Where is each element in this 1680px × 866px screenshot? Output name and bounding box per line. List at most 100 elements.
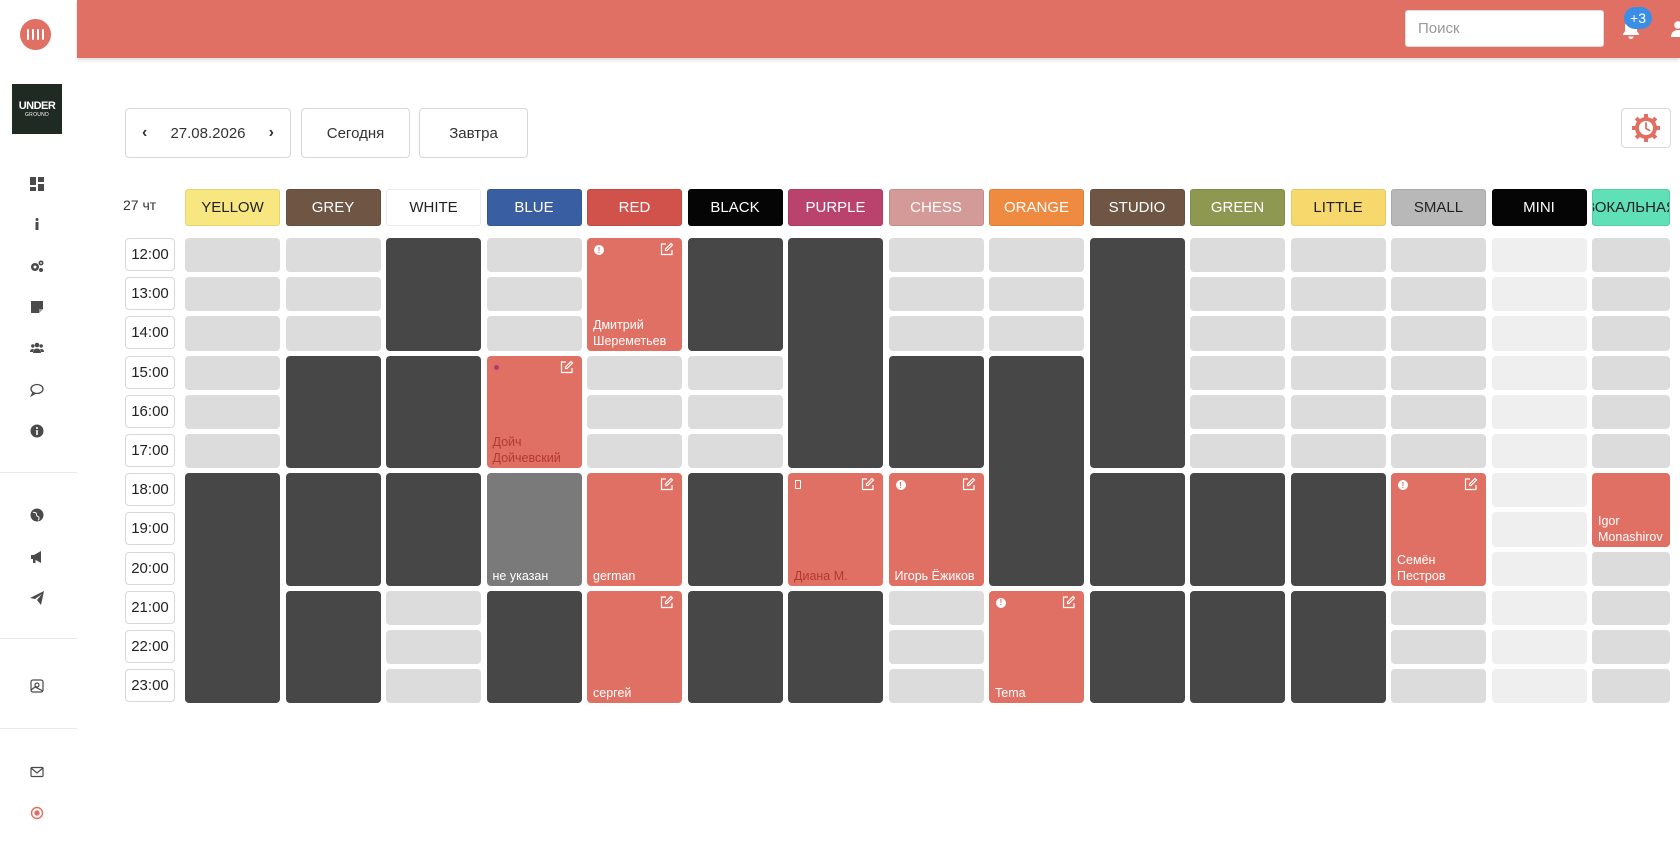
free-slot[interactable]: [1592, 551, 1670, 586]
prev-day-button[interactable]: ‹: [142, 124, 148, 141]
free-slot[interactable]: [185, 394, 280, 429]
room-header[interactable]: WHITE: [386, 189, 481, 226]
free-slot[interactable]: [1391, 394, 1486, 429]
free-slot[interactable]: [1491, 551, 1587, 586]
free-slot[interactable]: [1491, 434, 1587, 469]
edit-icon[interactable]: [861, 477, 875, 491]
free-slot[interactable]: [888, 238, 984, 273]
free-slot[interactable]: [1391, 277, 1486, 312]
free-slot[interactable]: [1491, 277, 1587, 312]
free-slot[interactable]: [486, 316, 582, 351]
notifications-badge[interactable]: +3: [1624, 7, 1652, 29]
free-slot[interactable]: [1491, 316, 1587, 351]
edit-icon[interactable]: [660, 242, 674, 256]
free-slot[interactable]: [888, 630, 984, 665]
room-header[interactable]: LITTLE: [1290, 189, 1386, 226]
edit-icon[interactable]: [660, 477, 674, 491]
free-slot[interactable]: [285, 277, 381, 312]
free-slot[interactable]: [1290, 434, 1386, 469]
room-header[interactable]: GREY: [285, 189, 381, 226]
free-slot[interactable]: [1391, 669, 1486, 704]
tomorrow-button[interactable]: Завтра: [419, 108, 528, 158]
free-slot[interactable]: [1592, 355, 1670, 390]
chat-icon[interactable]: [27, 380, 47, 400]
booking-card[interactable]: Диана М.: [788, 473, 883, 586]
free-slot[interactable]: [486, 277, 582, 312]
room-header[interactable]: YELLOW: [185, 189, 280, 226]
users-icon[interactable]: [27, 338, 47, 358]
free-slot[interactable]: [1592, 434, 1670, 469]
room-header[interactable]: MINI: [1491, 189, 1587, 226]
free-slot[interactable]: [687, 355, 783, 390]
free-slot[interactable]: [687, 434, 783, 469]
free-slot[interactable]: [1491, 630, 1587, 665]
free-slot[interactable]: [1592, 630, 1670, 665]
free-slot[interactable]: [687, 394, 783, 429]
free-slot[interactable]: [1592, 394, 1670, 429]
free-slot[interactable]: [1491, 590, 1587, 625]
edit-icon[interactable]: [1062, 595, 1076, 609]
free-slot[interactable]: [1391, 316, 1486, 351]
room-header[interactable]: STUDIO: [1089, 189, 1185, 226]
room-header[interactable]: ORANGE: [989, 189, 1084, 226]
free-slot[interactable]: [1290, 277, 1386, 312]
current-date[interactable]: 27.08.2026: [170, 124, 246, 142]
booking-card[interactable]: не указан: [486, 473, 582, 586]
paper-plane-icon[interactable]: [27, 588, 47, 608]
user-menu[interactable]: 4studio: [1671, 17, 1680, 41]
free-slot[interactable]: [1391, 355, 1486, 390]
room-header[interactable]: SMALL: [1391, 189, 1486, 226]
free-slot[interactable]: [185, 355, 280, 390]
megaphone-icon[interactable]: [27, 547, 47, 567]
free-slot[interactable]: [587, 394, 682, 429]
free-slot[interactable]: [1592, 590, 1670, 625]
room-header[interactable]: BLUE: [486, 189, 582, 226]
search-input[interactable]: [1405, 10, 1604, 47]
room-header[interactable]: RED: [587, 189, 682, 226]
free-slot[interactable]: [1391, 238, 1486, 273]
room-header[interactable]: CHESS: [888, 189, 984, 226]
free-slot[interactable]: [386, 590, 481, 625]
free-slot[interactable]: [386, 669, 481, 704]
free-slot[interactable]: [1491, 473, 1587, 508]
today-button[interactable]: Сегодня: [301, 108, 410, 158]
free-slot[interactable]: [888, 277, 984, 312]
free-slot[interactable]: [1491, 394, 1587, 429]
free-slot[interactable]: [1391, 590, 1486, 625]
gears-icon[interactable]: [27, 256, 47, 276]
mail-icon[interactable]: [27, 762, 47, 782]
booking-card[interactable]: Дойч Дойчевский: [486, 355, 582, 469]
edit-icon[interactable]: [660, 595, 674, 609]
info-icon[interactable]: [27, 214, 47, 234]
image-icon[interactable]: [27, 676, 47, 696]
room-header[interactable]: PURPLE: [788, 189, 883, 226]
booking-card[interactable]: ! Игорь Ёжиков: [888, 473, 984, 586]
free-slot[interactable]: [1391, 434, 1486, 469]
booking-card[interactable]: ! Семён Пестров: [1391, 473, 1486, 586]
free-slot[interactable]: [1190, 355, 1285, 390]
free-slot[interactable]: [1290, 355, 1386, 390]
free-slot[interactable]: [1592, 238, 1670, 273]
booking-card[interactable]: Igor Monashirov: [1592, 473, 1670, 547]
room-header[interactable]: ВОКАЛЬНАЯ: [1592, 189, 1670, 226]
free-slot[interactable]: [1491, 669, 1587, 704]
free-slot[interactable]: [1592, 316, 1670, 351]
free-slot[interactable]: [1190, 238, 1285, 273]
edit-icon[interactable]: [560, 360, 574, 374]
free-slot[interactable]: [285, 238, 381, 273]
globe-icon[interactable]: [27, 505, 47, 525]
free-slot[interactable]: [1592, 277, 1670, 312]
free-slot[interactable]: [185, 277, 280, 312]
free-slot[interactable]: [989, 238, 1084, 273]
free-slot[interactable]: [1190, 394, 1285, 429]
booking-card[interactable]: german: [587, 473, 682, 586]
free-slot[interactable]: [1391, 630, 1486, 665]
free-slot[interactable]: [989, 277, 1084, 312]
free-slot[interactable]: [185, 434, 280, 469]
free-slot[interactable]: [587, 355, 682, 390]
free-slot[interactable]: [386, 630, 481, 665]
target-icon[interactable]: [27, 803, 47, 823]
free-slot[interactable]: [1190, 316, 1285, 351]
free-slot[interactable]: [1190, 434, 1285, 469]
info-circle-icon[interactable]: [27, 421, 47, 441]
